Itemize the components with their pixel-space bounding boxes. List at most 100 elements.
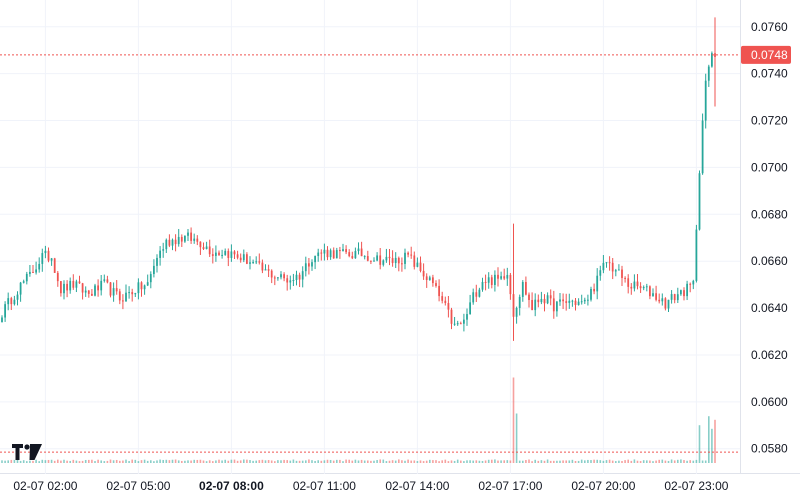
candle-body [614,270,617,272]
volume-bar [404,460,406,463]
volume-bar [410,460,412,463]
volume-bar [593,459,595,463]
volume-bar [289,460,292,463]
candle-body [370,260,372,262]
candle-body [10,298,13,305]
candle-body [568,300,571,303]
volume-bar [509,460,512,463]
candle-body [60,281,62,294]
candle-body [701,120,704,174]
candle-body [444,300,447,304]
volume-bar [301,460,304,463]
candle-body [156,257,158,266]
candle-body [673,294,676,301]
volume-bar [72,459,75,463]
candle-body [292,279,295,281]
candle-body [658,299,661,302]
candle-body [44,250,47,254]
candle-body [332,250,335,259]
volume-bar [60,460,62,463]
candle-body [41,253,44,264]
candle-body [184,235,186,242]
volume-bar [360,459,363,463]
volume-bar [190,460,192,463]
volume-bar [686,460,688,463]
candle-body [540,298,543,303]
volume-bar [584,460,586,463]
price-axis[interactable]: 0.0580 0.0600 0.0620 0.0640 0.0660 0.0680 0.07… [751,20,788,456]
x-tick-label: 02-07 14:00 [385,479,449,493]
candle-body [146,282,149,286]
volume-bar [664,460,667,463]
candle-body [301,271,304,280]
candle-body [283,274,285,279]
volume-bar [292,459,295,463]
candle-body [428,277,431,281]
volume-bar [553,460,555,463]
candle-body [698,173,701,230]
candle-body [608,262,611,264]
volume-bar [580,459,583,463]
candle-body [348,252,351,257]
volume-bar [429,459,431,463]
volume-bar [165,459,168,463]
tradingview-logo [12,444,42,460]
volume-bar [181,460,183,463]
volume-bar [714,419,716,463]
candle-body [230,251,233,258]
candle-body [621,269,623,278]
candle-body [22,281,25,283]
candle-body [453,323,456,325]
volume-bar [546,459,549,463]
volume-bar [131,459,133,463]
volume-bar [689,460,691,463]
candle-body [422,270,425,277]
volume-bar [618,460,620,463]
volume-bar [491,459,493,463]
volume-bar [29,460,31,463]
candle-body [75,281,78,288]
time-axis[interactable]: 02-07 02:00 02-07 05:00 02-07 08:00 02-07 1… [13,479,728,493]
volume-bar [357,460,360,463]
volume-bar [379,459,381,463]
candle-body [441,296,444,301]
volume-bar [109,459,112,463]
volume-bar [422,461,425,463]
candle-body [655,293,657,300]
volume-bar [565,460,567,463]
candle-body [689,283,692,285]
volume-bar [354,459,357,463]
candle-body [478,289,481,297]
candle-body [391,258,394,264]
candle-body [543,298,546,304]
candle-body [193,238,196,241]
candle-body [419,262,422,271]
volume-bar [534,459,536,463]
volume-bar [522,460,524,463]
volume-bar [63,459,65,463]
candle-body [112,288,115,296]
candle-body [707,66,710,81]
candle-body [242,254,245,261]
volume-bar [230,459,233,463]
candle-body [252,261,254,263]
candle-body [25,273,28,282]
candle-body [345,249,347,253]
last-price-label: 0.0748 [751,48,788,62]
candle-body [165,239,168,250]
candle-body [676,294,679,301]
candle-body [143,285,146,290]
volume-bar [314,460,316,463]
candle-body [35,269,37,273]
candle-body [50,258,53,261]
x-tick-label: 02-07 23:00 [664,479,728,493]
candle-body [664,298,667,309]
candle-body [549,295,552,299]
volume-bar [528,459,530,463]
last-price-badge: 0.0748 [741,45,791,64]
candle-body [487,277,490,283]
volume-bar [156,460,158,463]
volume-bar [267,460,270,463]
candle-body [636,281,639,287]
